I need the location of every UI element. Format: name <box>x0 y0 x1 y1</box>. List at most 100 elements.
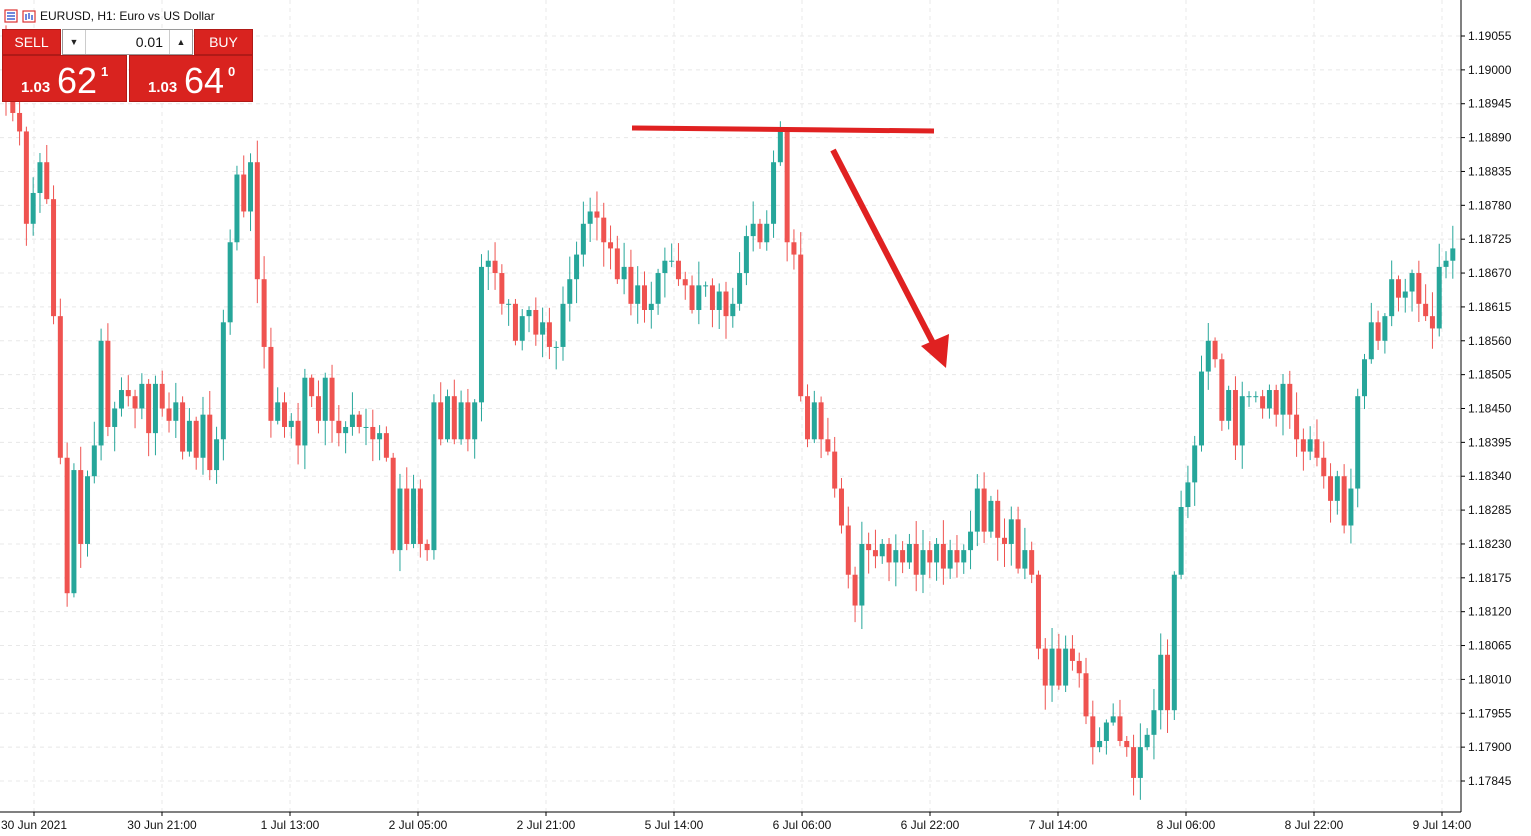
candle-body <box>1429 316 1435 329</box>
candle-body <box>1253 396 1259 398</box>
candle-body <box>1348 488 1354 526</box>
x-tick-label: 7 Jul 14:00 <box>1029 818 1088 832</box>
y-tick-label: 1.17845 <box>1468 774 1512 788</box>
window-title: EURUSD, H1: Euro vs US Dollar <box>40 9 215 23</box>
candle-body <box>186 420 192 452</box>
y-tick-label: 1.18835 <box>1468 164 1512 178</box>
candle-body <box>383 433 389 458</box>
candle-body <box>200 414 206 458</box>
chart-header: EURUSD, H1: Euro vs US Dollar <box>4 6 215 26</box>
arrow-up-icon[interactable]: ▲ <box>176 37 186 47</box>
sell-button[interactable]: SELL <box>2 29 61 55</box>
chart-window-icon[interactable] <box>22 9 36 23</box>
candle-body <box>934 543 940 563</box>
candle-body <box>1389 279 1395 317</box>
candle-body <box>560 303 566 347</box>
y-tick-label: 1.18340 <box>1468 469 1512 483</box>
candle-body <box>370 426 376 440</box>
resistance-line[interactable] <box>631 125 935 134</box>
y-tick-label: 1.18780 <box>1468 198 1512 212</box>
lot-stepper[interactable]: ▼ 0.01 ▲ <box>62 29 193 55</box>
candle-body <box>893 550 899 563</box>
down-arrow-head[interactable] <box>921 334 949 368</box>
candle-body <box>1382 316 1388 341</box>
candle-body <box>669 260 675 262</box>
candle-body <box>23 131 29 224</box>
candle-body <box>655 273 661 304</box>
lot-input[interactable]: 0.01 <box>85 30 170 54</box>
candle-body <box>499 273 505 304</box>
candle-body <box>57 316 63 458</box>
candle-body <box>465 402 471 440</box>
candle-body <box>961 550 967 563</box>
candle-body <box>1097 740 1103 748</box>
candle-body <box>227 242 233 323</box>
candle-body <box>981 488 987 532</box>
candle-body <box>1443 260 1449 267</box>
candle-body <box>1409 273 1415 292</box>
y-tick-label: 1.18670 <box>1468 266 1512 280</box>
candle-body <box>1294 414 1300 440</box>
candle-body <box>879 543 885 557</box>
y-tick-label: 1.18505 <box>1468 368 1512 382</box>
chart-list-icon[interactable] <box>4 9 18 23</box>
candle-body <box>1131 747 1137 778</box>
candle-body <box>757 223 763 243</box>
candle-body <box>574 254 580 280</box>
candle-body <box>1362 359 1368 397</box>
candle-body <box>1368 322 1374 360</box>
candle-body <box>485 260 491 267</box>
x-tick-label: 6 Jul 06:00 <box>773 818 832 832</box>
candle-body <box>913 543 919 575</box>
candle-body <box>125 390 131 397</box>
candle-body <box>974 488 980 532</box>
candle-body <box>431 402 437 551</box>
candle-body <box>336 420 342 434</box>
down-arrow-shaft[interactable] <box>830 148 936 345</box>
candle-body <box>1260 396 1266 409</box>
candle-body <box>1273 390 1279 415</box>
candle-body <box>1314 439 1320 458</box>
buy-price-box[interactable]: 1.03 64 0 <box>129 55 253 102</box>
candle-body <box>1029 550 1035 575</box>
arrow-down-icon[interactable]: ▼ <box>69 37 79 47</box>
candle-body <box>1171 574 1177 711</box>
candle-body <box>288 420 294 427</box>
sell-price-prefix: 1.03 <box>21 79 51 96</box>
candle-body <box>458 402 464 440</box>
annotations[interactable] <box>631 125 949 368</box>
candle-body <box>1436 266 1442 329</box>
x-tick-label: 30 Jun 2021 <box>1 818 67 832</box>
candle-body <box>519 316 525 341</box>
candle-body <box>411 488 417 544</box>
x-tick-label: 2 Jul 05:00 <box>389 818 448 832</box>
candle-body <box>146 383 152 434</box>
candle-body <box>315 396 321 421</box>
buy-button[interactable]: BUY <box>194 29 253 55</box>
candle-body <box>1219 359 1225 421</box>
y-tick-label: 1.18945 <box>1468 97 1512 111</box>
candle-body <box>1212 340 1218 360</box>
candle-body <box>1334 476 1340 501</box>
candle-body <box>1103 722 1109 741</box>
y-tick-label: 1.17900 <box>1468 740 1512 754</box>
candle-body <box>1423 303 1429 317</box>
sell-price-box[interactable]: 1.03 62 1 <box>2 55 127 102</box>
candle-body <box>526 309 532 317</box>
candle-body <box>553 346 559 348</box>
candle-body <box>886 543 892 563</box>
y-tick-label: 1.19055 <box>1468 29 1512 43</box>
sell-price-big: 62 <box>57 60 98 101</box>
candle-body <box>1198 371 1204 446</box>
y-tick-label: 1.18010 <box>1468 672 1512 686</box>
y-tick-label: 1.18450 <box>1468 402 1512 416</box>
y-tick-label: 1.18560 <box>1468 334 1512 348</box>
candle-body <box>64 457 70 594</box>
candle-body <box>1063 648 1069 686</box>
candle-body <box>1042 648 1048 686</box>
candle-body <box>234 174 240 243</box>
candle-body <box>343 426 349 434</box>
candle-body <box>1205 340 1211 372</box>
candle-body <box>1328 476 1334 501</box>
